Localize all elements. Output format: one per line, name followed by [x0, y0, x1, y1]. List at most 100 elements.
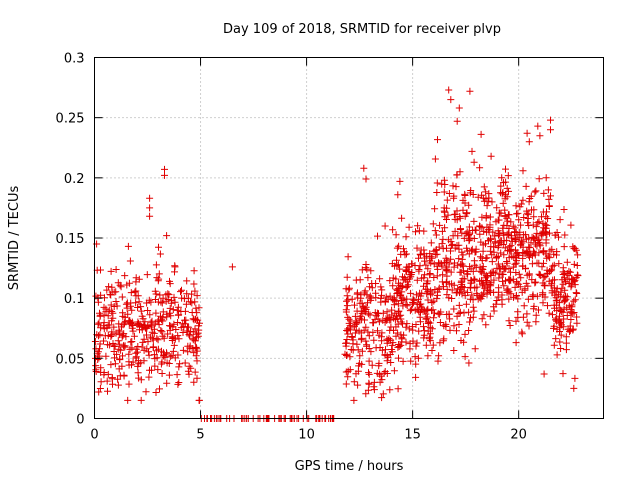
data-point [514, 308, 522, 316]
data-point [553, 301, 561, 309]
data-point [532, 278, 540, 286]
data-point [362, 337, 370, 345]
data-point [142, 388, 150, 396]
data-point [156, 250, 164, 258]
data-point [372, 344, 380, 352]
data-point [107, 301, 115, 309]
data-point [530, 302, 538, 310]
data-point [128, 344, 136, 352]
data-point [570, 309, 578, 316]
data-point [443, 244, 450, 252]
data-point [508, 234, 516, 242]
data-point [171, 354, 179, 362]
data-point [381, 222, 389, 230]
data-point [165, 371, 173, 379]
data-point [416, 262, 424, 270]
data-point [552, 335, 560, 343]
data-point [108, 374, 116, 382]
data-point [535, 218, 543, 226]
data-point [127, 302, 135, 310]
data-point [433, 189, 441, 196]
data-point [545, 195, 553, 203]
data-point [424, 288, 432, 296]
data-point [429, 341, 437, 349]
data-point [158, 299, 166, 307]
data-point [407, 357, 415, 365]
data-point [358, 360, 366, 368]
data-point [442, 262, 450, 270]
data-point [119, 352, 126, 360]
data-point [465, 327, 473, 334]
data-point [433, 288, 441, 296]
data-point [403, 302, 411, 310]
data-point [165, 291, 173, 299]
data-point [145, 373, 153, 381]
data-point [523, 318, 531, 326]
data-point [144, 307, 152, 314]
data-point [561, 269, 569, 277]
data-point [568, 276, 576, 284]
data-point [436, 221, 444, 229]
data-point [193, 357, 201, 365]
data-point [158, 370, 166, 377]
data-point [438, 240, 446, 248]
data-point [396, 265, 404, 273]
data-point [396, 281, 404, 289]
data-point [543, 270, 551, 278]
data-point [504, 172, 512, 180]
data-point [182, 300, 190, 308]
data-point [147, 298, 155, 306]
data-point [477, 295, 485, 303]
data-point [163, 379, 171, 387]
data-point [543, 230, 551, 238]
data-point [533, 259, 541, 267]
data-point [409, 298, 417, 306]
data-point [518, 239, 526, 247]
data-point [470, 307, 478, 315]
data-point [166, 277, 173, 285]
data-point [535, 238, 543, 246]
data-point [159, 294, 167, 302]
data-point [567, 316, 575, 323]
data-point [456, 168, 464, 176]
data-point [477, 130, 485, 138]
data-point [498, 300, 506, 308]
data-point [539, 279, 547, 287]
data-point [479, 266, 487, 273]
data-point [420, 250, 428, 258]
data-point [194, 329, 202, 337]
data-point [558, 321, 565, 329]
data-point [104, 387, 111, 395]
data-point [156, 385, 163, 393]
data-point [379, 390, 387, 398]
data-point [135, 298, 143, 306]
data-point [455, 255, 463, 263]
data-point [557, 345, 565, 352]
data-point [169, 323, 177, 331]
data-point [397, 341, 405, 349]
y-tick-label: 0.05 [56, 352, 85, 367]
data-point [472, 263, 480, 271]
data-point [453, 171, 461, 179]
data-point [94, 298, 102, 306]
data-point [455, 321, 463, 328]
data-point [544, 186, 552, 194]
data-point [528, 233, 536, 241]
data-point [555, 260, 563, 268]
data-point [412, 321, 420, 328]
data-point [444, 211, 452, 219]
data-point [112, 288, 120, 296]
data-point [143, 331, 150, 339]
data-point [531, 279, 539, 287]
y-tick-label: 0.2 [64, 172, 85, 187]
data-point [452, 183, 460, 191]
data-point [117, 346, 125, 354]
data-point [478, 254, 486, 262]
data-point [380, 369, 388, 377]
data-point [104, 321, 112, 329]
data-point [465, 308, 473, 316]
data-point [123, 281, 131, 289]
data-point [570, 384, 578, 392]
data-point [389, 295, 397, 303]
data-point [383, 308, 391, 316]
